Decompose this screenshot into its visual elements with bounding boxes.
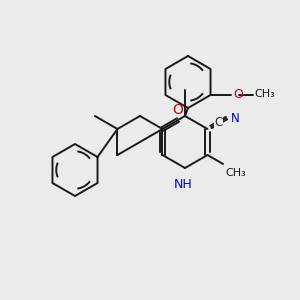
Text: C: C	[214, 116, 223, 129]
Text: N: N	[231, 112, 239, 124]
Text: CH₃: CH₃	[225, 168, 246, 178]
Text: CH₃: CH₃	[254, 89, 275, 99]
Text: NH: NH	[174, 178, 192, 191]
Text: O: O	[172, 103, 184, 117]
Text: O: O	[233, 88, 243, 100]
